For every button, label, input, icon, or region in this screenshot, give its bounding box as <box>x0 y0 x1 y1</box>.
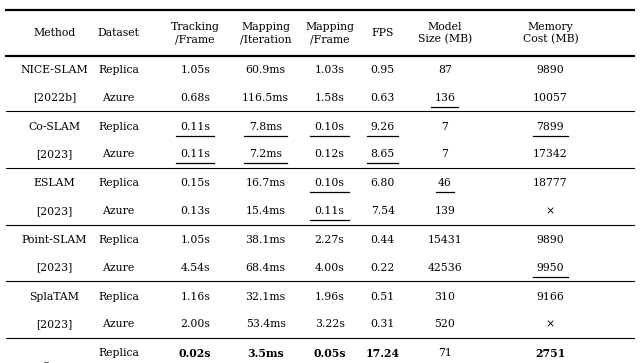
Text: 18777: 18777 <box>533 178 568 188</box>
Text: 9890: 9890 <box>536 65 564 75</box>
Text: [2023]: [2023] <box>36 262 72 273</box>
Text: Model
Size (MB): Model Size (MB) <box>418 22 472 44</box>
Text: 0.11s: 0.11s <box>180 149 210 159</box>
Text: Azure: Azure <box>102 262 134 273</box>
Text: 3.5ms: 3.5ms <box>247 348 284 359</box>
Text: 10057: 10057 <box>533 93 568 103</box>
Text: 17.24: 17.24 <box>365 348 400 359</box>
Text: 0.11s: 0.11s <box>315 206 344 216</box>
Text: 1.05s: 1.05s <box>180 65 210 75</box>
Text: 0.68s: 0.68s <box>180 93 210 103</box>
Text: 0.95: 0.95 <box>371 65 395 75</box>
Text: 0.63: 0.63 <box>371 93 395 103</box>
Text: 6.80: 6.80 <box>371 178 395 188</box>
Text: 38.1ms: 38.1ms <box>246 235 285 245</box>
Text: 7.2ms: 7.2ms <box>249 149 282 159</box>
Text: [2022b]: [2022b] <box>33 93 76 103</box>
Text: Replica: Replica <box>98 348 139 358</box>
Text: Replica: Replica <box>98 235 139 245</box>
Text: 32.1ms: 32.1ms <box>246 291 285 302</box>
Text: [2023]: [2023] <box>36 206 72 216</box>
Text: 3.22s: 3.22s <box>315 319 344 329</box>
Text: ×: × <box>546 206 555 216</box>
Text: 1.96s: 1.96s <box>315 291 344 302</box>
Text: 1.05s: 1.05s <box>180 235 210 245</box>
Text: 46: 46 <box>438 178 452 188</box>
Text: 16.7ms: 16.7ms <box>246 178 285 188</box>
Text: 7899: 7899 <box>536 122 564 132</box>
Text: ×: × <box>546 319 555 329</box>
Text: 0.05s: 0.05s <box>314 348 346 359</box>
Text: 9166: 9166 <box>536 291 564 302</box>
Text: [2023]: [2023] <box>36 149 72 159</box>
Text: Replica: Replica <box>98 178 139 188</box>
Text: 7.54: 7.54 <box>371 206 395 216</box>
Text: 9950: 9950 <box>536 262 564 273</box>
Text: SplaTAM: SplaTAM <box>29 291 79 302</box>
Text: 0.12s: 0.12s <box>315 149 344 159</box>
Text: 53.4ms: 53.4ms <box>246 319 285 329</box>
Text: 7.8ms: 7.8ms <box>249 122 282 132</box>
Text: 0.51: 0.51 <box>371 291 395 302</box>
Text: 2.00s: 2.00s <box>180 319 210 329</box>
Text: Replica: Replica <box>98 291 139 302</box>
Text: Mapping
/Iteration: Mapping /Iteration <box>240 23 291 44</box>
Text: 60.9ms: 60.9ms <box>246 65 285 75</box>
Text: Point-SLAM: Point-SLAM <box>22 235 87 245</box>
Text: 9.26: 9.26 <box>371 122 395 132</box>
Text: 15.4ms: 15.4ms <box>246 206 285 216</box>
Text: Mapping
/Frame: Mapping /Frame <box>305 23 354 44</box>
Text: 9890: 9890 <box>536 235 564 245</box>
Text: FPS: FPS <box>372 28 394 38</box>
Text: 42536: 42536 <box>428 262 462 273</box>
Text: 7: 7 <box>442 122 448 132</box>
Text: Tracking
/Frame: Tracking /Frame <box>171 23 220 44</box>
Text: Method: Method <box>33 28 76 38</box>
Text: 0.22: 0.22 <box>371 262 395 273</box>
Text: 0.15s: 0.15s <box>180 178 210 188</box>
Text: 8.65: 8.65 <box>371 149 395 159</box>
Text: 1.58s: 1.58s <box>315 93 344 103</box>
Text: 520: 520 <box>435 319 455 329</box>
Text: ESLAM: ESLAM <box>33 178 76 188</box>
Text: 310: 310 <box>435 291 455 302</box>
Text: 68.4ms: 68.4ms <box>246 262 285 273</box>
Text: 136: 136 <box>435 93 455 103</box>
Text: 87: 87 <box>438 65 452 75</box>
Text: Co-SLAM: Co-SLAM <box>28 122 81 132</box>
Text: Dataset: Dataset <box>97 28 140 38</box>
Text: Azure: Azure <box>102 206 134 216</box>
Text: 1.03s: 1.03s <box>315 65 344 75</box>
Text: 0.13s: 0.13s <box>180 206 210 216</box>
Text: Azure: Azure <box>102 149 134 159</box>
Text: 2.27s: 2.27s <box>315 235 344 245</box>
Text: 0.02s: 0.02s <box>179 348 211 359</box>
Text: 139: 139 <box>435 206 455 216</box>
Text: 0.10s: 0.10s <box>315 178 344 188</box>
Text: Ours: Ours <box>41 362 68 363</box>
Text: Azure: Azure <box>102 93 134 103</box>
Text: 1.16s: 1.16s <box>180 291 210 302</box>
Text: [2023]: [2023] <box>36 319 72 329</box>
Text: Memory
Cost (MB): Memory Cost (MB) <box>522 22 579 44</box>
Text: 17342: 17342 <box>533 149 568 159</box>
Text: Azure: Azure <box>102 319 134 329</box>
Text: 0.10s: 0.10s <box>315 122 344 132</box>
Text: Replica: Replica <box>98 65 139 75</box>
Text: 71: 71 <box>438 348 452 358</box>
Text: 0.11s: 0.11s <box>180 122 210 132</box>
Text: 4.00s: 4.00s <box>315 262 344 273</box>
Text: 7: 7 <box>442 149 448 159</box>
Text: 15431: 15431 <box>428 235 462 245</box>
Text: 0.31: 0.31 <box>371 319 395 329</box>
Text: 116.5ms: 116.5ms <box>242 93 289 103</box>
Text: 4.54s: 4.54s <box>180 262 210 273</box>
Text: Replica: Replica <box>98 122 139 132</box>
Text: NICE-SLAM: NICE-SLAM <box>20 65 88 75</box>
Text: 0.44: 0.44 <box>371 235 395 245</box>
Text: 2751: 2751 <box>535 348 566 359</box>
